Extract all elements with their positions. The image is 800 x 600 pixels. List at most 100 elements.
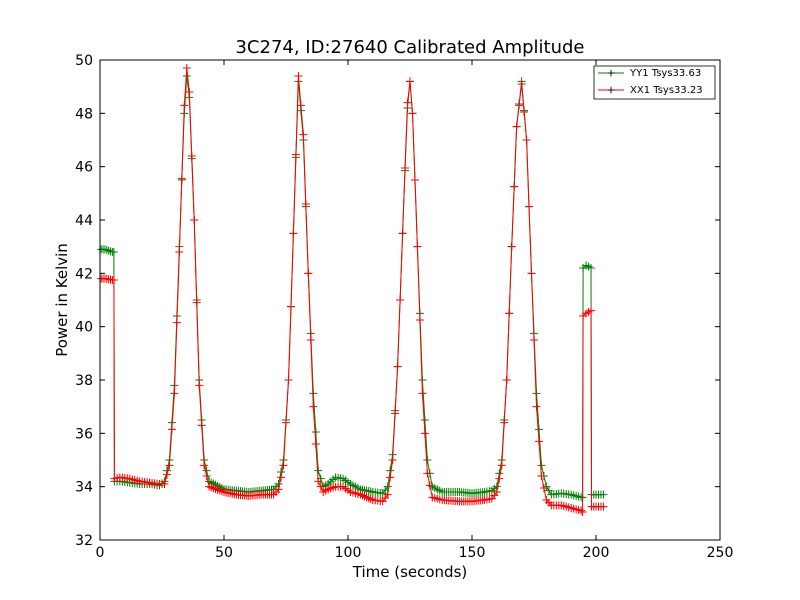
- y-tick-label: 34: [75, 480, 93, 496]
- series-layer: [97, 64, 608, 516]
- data-point-marker: [109, 248, 118, 256]
- x-tick-label: 200: [583, 545, 610, 561]
- data-point-marker: [502, 376, 511, 384]
- legend-box: [593, 65, 716, 100]
- data-point-marker: [534, 437, 543, 446]
- data-point-marker: [497, 461, 506, 470]
- data-point-marker: [403, 98, 412, 107]
- data-point-marker: [358, 491, 367, 500]
- data-point-marker: [314, 466, 323, 475]
- data-point-marker: [209, 484, 218, 493]
- data-point-marker: [530, 336, 538, 344]
- data-point-marker: [398, 229, 407, 238]
- data-point-marker: [217, 487, 226, 496]
- data-point-marker: [314, 477, 323, 486]
- x-tick-label: 150: [459, 545, 486, 561]
- data-point-marker: [299, 130, 308, 139]
- data-point-marker: [599, 490, 608, 499]
- data-point-marker: [195, 381, 204, 390]
- data-point-marker: [165, 461, 174, 470]
- data-point-marker: [207, 483, 216, 492]
- data-point-marker: [182, 64, 191, 72]
- data-point-marker: [393, 362, 402, 371]
- data-point-marker: [383, 482, 392, 491]
- data-point-marker: [190, 216, 199, 224]
- x-tick-label: 50: [215, 545, 233, 561]
- data-point-marker: [104, 246, 113, 255]
- data-point-marker: [507, 242, 516, 251]
- data-point-marker: [291, 150, 300, 159]
- data-point-marker: [510, 182, 519, 191]
- data-point-marker: [311, 440, 320, 448]
- data-point-marker: [527, 269, 536, 278]
- data-point-marker: [187, 152, 196, 160]
- chart-title: 3C274, ID:27640 Calibrated Amplitude: [235, 37, 584, 58]
- data-point-marker: [282, 418, 290, 427]
- data-point-marker: [177, 174, 186, 183]
- data-point-marker: [423, 456, 432, 464]
- data-point-marker: [517, 80, 526, 88]
- data-point-marker: [197, 421, 206, 430]
- data-point-marker: [185, 88, 194, 96]
- data-point-marker: [505, 309, 514, 318]
- y-tick-label: 44: [75, 213, 93, 229]
- data-point-marker: [525, 202, 534, 211]
- data-point-marker: [406, 77, 414, 86]
- x-tick-label: 0: [96, 545, 105, 561]
- data-point-marker: [294, 72, 303, 80]
- data-point-marker: [362, 493, 371, 502]
- data-point-marker: [192, 298, 201, 307]
- data-point-marker: [274, 485, 283, 494]
- data-point-marker: [202, 472, 211, 480]
- data-point-marker: [383, 490, 392, 499]
- data-point-marker: [520, 108, 529, 116]
- data-point-marker: [534, 425, 543, 434]
- data-point-marker: [515, 101, 524, 110]
- data-point-marker: [304, 269, 313, 278]
- y-tick-label: 46: [75, 160, 93, 176]
- data-point-marker: [396, 296, 405, 304]
- data-point-marker: [200, 461, 209, 470]
- data-point-marker: [423, 469, 432, 478]
- ticks-layer: 0 50 100 150 200 250 32 34 36 38 40 42 44 46 48 50: [75, 53, 733, 561]
- data-point-marker: [364, 494, 373, 503]
- series-1: [97, 64, 608, 516]
- data-point-marker: [160, 480, 169, 488]
- data-point-marker: [170, 389, 179, 398]
- data-point-marker: [539, 484, 548, 492]
- data-point-marker: [205, 482, 214, 491]
- y-tick-label: 32: [75, 533, 93, 549]
- data-point-marker: [415, 316, 424, 324]
- data-point-marker: [391, 409, 400, 418]
- y-tick-label: 42: [75, 266, 93, 282]
- data-point-marker: [420, 416, 429, 424]
- data-point-marker: [175, 248, 184, 256]
- data-point-marker: [537, 461, 546, 470]
- y-tick-label: 48: [75, 106, 93, 122]
- data-point-marker: [296, 101, 305, 110]
- data-point-marker: [360, 492, 369, 501]
- data-point-marker: [537, 472, 546, 480]
- legend-marker-xx1: +: [606, 84, 615, 97]
- data-point-marker: [301, 200, 310, 208]
- legend: + YY1 Tsys33.63 + XX1 Tsys33.23: [593, 65, 716, 100]
- data-point-marker: [532, 402, 541, 411]
- y-tick-label: 50: [75, 53, 93, 69]
- x-axis-label: Time (seconds): [352, 563, 468, 581]
- data-point-marker: [599, 502, 608, 511]
- data-point-marker: [316, 482, 325, 491]
- y-tick-label: 36: [75, 426, 93, 442]
- x-tick-label: 250: [707, 545, 734, 561]
- data-point-marker: [284, 376, 293, 384]
- y-tick-label: 38: [75, 373, 93, 389]
- data-point-marker: [408, 109, 417, 118]
- legend-marker-yy1: +: [606, 67, 615, 80]
- data-point-marker: [418, 389, 427, 398]
- data-point-marker: [167, 425, 176, 434]
- y-tick-label: 40: [75, 320, 93, 336]
- data-point-marker: [578, 508, 587, 516]
- data-point-marker: [492, 488, 501, 496]
- x-tick-label: 100: [335, 545, 362, 561]
- data-point-marker: [522, 136, 531, 144]
- data-point-marker: [213, 485, 222, 494]
